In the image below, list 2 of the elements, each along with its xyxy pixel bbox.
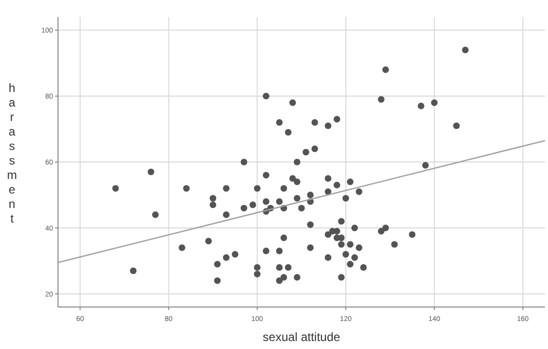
text: harassment (7, 81, 17, 226)
x-axis-title: sexual attitude (262, 330, 341, 344)
